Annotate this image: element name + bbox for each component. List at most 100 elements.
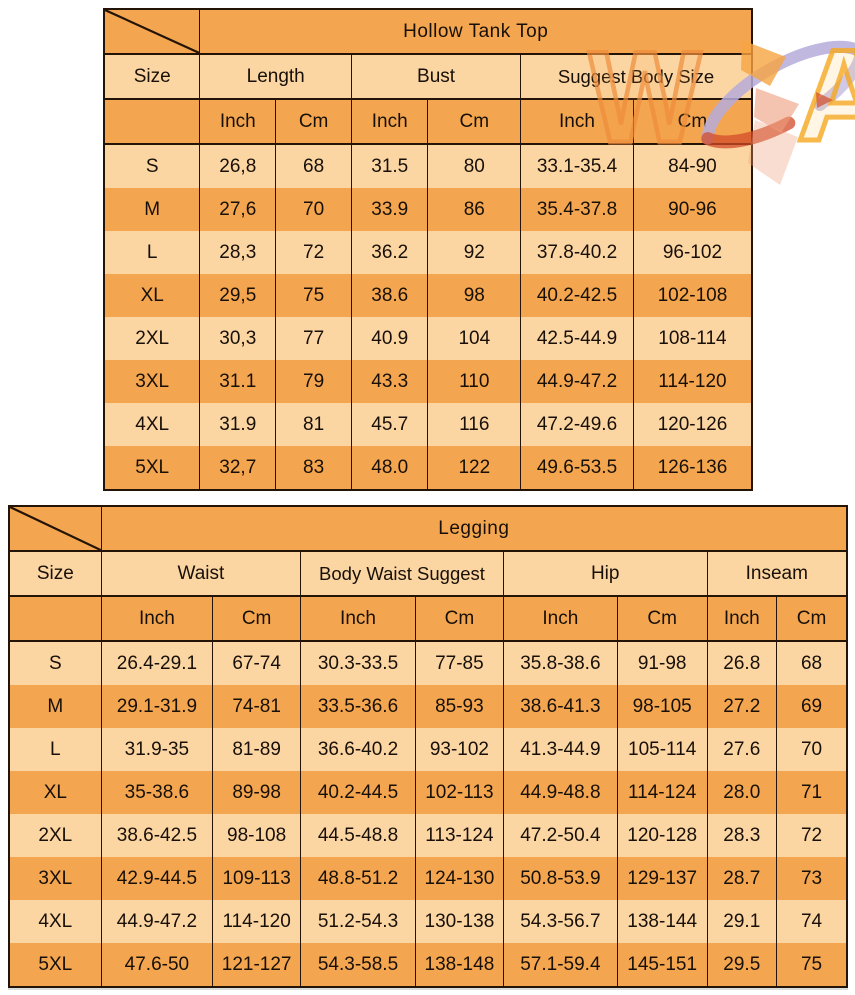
cell: 121-127 bbox=[212, 943, 301, 987]
cell: 114-120 bbox=[632, 360, 752, 403]
table-row: XL 29,5 75 38.6 98 40.2-42.5 102-108 bbox=[104, 274, 752, 317]
cell: 85-93 bbox=[414, 685, 504, 728]
unit-header: Inch bbox=[199, 99, 276, 145]
cell: 120-126 bbox=[632, 403, 752, 446]
cell: 47.2-49.6 bbox=[520, 403, 634, 446]
cell: 27.2 bbox=[706, 685, 777, 728]
cell: 75 bbox=[776, 943, 847, 987]
cell: 72 bbox=[275, 231, 352, 274]
cell: 98 bbox=[427, 274, 521, 317]
cell: 145-151 bbox=[616, 943, 707, 987]
unit-header: Cm bbox=[414, 596, 504, 642]
cell: 70 bbox=[275, 188, 352, 231]
cell: 40.2-44.5 bbox=[300, 771, 416, 814]
cell: 86 bbox=[427, 188, 521, 231]
size-label-cell: 2XL bbox=[104, 317, 200, 360]
cell: 90-96 bbox=[632, 188, 752, 231]
cell: 51.2-54.3 bbox=[300, 900, 416, 943]
cell: 44.9-47.2 bbox=[520, 360, 634, 403]
group-header: Body Waist Suggest bbox=[300, 551, 504, 597]
unit-header: Inch bbox=[502, 596, 618, 642]
table-row: 2XL 30,3 77 40.9 104 42.5-44.9 108-114 bbox=[104, 317, 752, 360]
cell: 93-102 bbox=[414, 728, 504, 771]
cell: 38.6-42.5 bbox=[100, 814, 213, 857]
size-label-cell: 5XL bbox=[9, 943, 102, 987]
table-row: L 31.9-35 81-89 36.6-40.2 93-102 41.3-44.9 105… bbox=[9, 728, 847, 771]
cell: 96-102 bbox=[632, 231, 752, 274]
unit-header: Inch bbox=[300, 596, 416, 642]
group-header: Waist bbox=[100, 551, 301, 597]
cell: 28.7 bbox=[706, 857, 777, 900]
cell: 27.6 bbox=[706, 728, 777, 771]
cell: 70 bbox=[776, 728, 847, 771]
group-header: Length bbox=[199, 54, 352, 100]
unit-header: Cm bbox=[776, 596, 847, 642]
cell: 36.2 bbox=[351, 231, 428, 274]
table-row: 3XL 42.9-44.5 109-113 48.8-51.2 124-130 50.8-… bbox=[9, 857, 847, 900]
hollow-tank-top-table: Hollow Tank Top Size Length Bust Suggest Bod… bbox=[103, 8, 753, 491]
subheader-spacer-cell bbox=[104, 99, 200, 145]
cell: 126-136 bbox=[632, 446, 752, 490]
cell: 26.4-29.1 bbox=[100, 641, 213, 685]
cell: 102-108 bbox=[632, 274, 752, 317]
corner-diagonal-cell bbox=[9, 506, 102, 552]
cell: 44.5-48.8 bbox=[300, 814, 416, 857]
cell: 44.9-47.2 bbox=[100, 900, 213, 943]
group-header: Hip bbox=[502, 551, 707, 597]
cell: 81-89 bbox=[212, 728, 301, 771]
size-label-cell: M bbox=[9, 685, 102, 728]
cell: 120-128 bbox=[616, 814, 707, 857]
cell: 74-81 bbox=[212, 685, 301, 728]
cell: 124-130 bbox=[414, 857, 504, 900]
table-title: Hollow Tank Top bbox=[199, 9, 752, 55]
cell: 116 bbox=[427, 403, 521, 446]
cell: 30,3 bbox=[199, 317, 276, 360]
cell: 47.2-50.4 bbox=[502, 814, 618, 857]
table-row: XL 35-38.6 89-98 40.2-44.5 102-113 44.9-48.8 1… bbox=[9, 771, 847, 814]
cell: 129-137 bbox=[616, 857, 707, 900]
cell: 108-114 bbox=[632, 317, 752, 360]
unit-header: Cm bbox=[212, 596, 301, 642]
cell: 67-74 bbox=[212, 641, 301, 685]
unit-header: Inch bbox=[351, 99, 428, 145]
cell: 45.7 bbox=[351, 403, 428, 446]
cell: 114-124 bbox=[616, 771, 707, 814]
cell: 27,6 bbox=[199, 188, 276, 231]
cell: 42.5-44.9 bbox=[520, 317, 634, 360]
cell: 35.8-38.6 bbox=[502, 641, 618, 685]
group-header: Inseam bbox=[706, 551, 847, 597]
cell: 30.3-33.5 bbox=[300, 641, 416, 685]
cell: 48.8-51.2 bbox=[300, 857, 416, 900]
cell: 68 bbox=[776, 641, 847, 685]
cell: 40.2-42.5 bbox=[520, 274, 634, 317]
unit-header: Inch bbox=[520, 99, 634, 145]
table-row: M 27,6 70 33.9 86 35.4-37.8 90-96 bbox=[104, 188, 752, 231]
cell: 29.5 bbox=[706, 943, 777, 987]
table-title: Legging bbox=[100, 506, 847, 552]
cell: 75 bbox=[275, 274, 352, 317]
watermark-fade-shape bbox=[748, 120, 798, 185]
cell: 26.8 bbox=[706, 641, 777, 685]
cell: 33.9 bbox=[351, 188, 428, 231]
cell: 91-98 bbox=[616, 641, 707, 685]
cell: 40.9 bbox=[351, 317, 428, 360]
size-label-cell: 2XL bbox=[9, 814, 102, 857]
cell: 138-148 bbox=[414, 943, 504, 987]
size-label-cell: XL bbox=[9, 771, 102, 814]
cell: 49.6-53.5 bbox=[520, 446, 634, 490]
watermark-letter-a: A bbox=[797, 22, 855, 168]
cell: 114-120 bbox=[212, 900, 301, 943]
cell: 68 bbox=[275, 144, 352, 188]
cell: 38.6-41.3 bbox=[502, 685, 618, 728]
group-header: Suggest Body Size bbox=[520, 54, 752, 100]
cell: 29.1-31.9 bbox=[100, 685, 213, 728]
cell: 138-144 bbox=[616, 900, 707, 943]
cell: 84-90 bbox=[632, 144, 752, 188]
table-row: 2XL 38.6-42.5 98-108 44.5-48.8 113-124 47.2-5… bbox=[9, 814, 847, 857]
cell: 35-38.6 bbox=[100, 771, 213, 814]
cell: 29,5 bbox=[199, 274, 276, 317]
cell: 98-108 bbox=[212, 814, 301, 857]
cell: 83 bbox=[275, 446, 352, 490]
cell: 122 bbox=[427, 446, 521, 490]
